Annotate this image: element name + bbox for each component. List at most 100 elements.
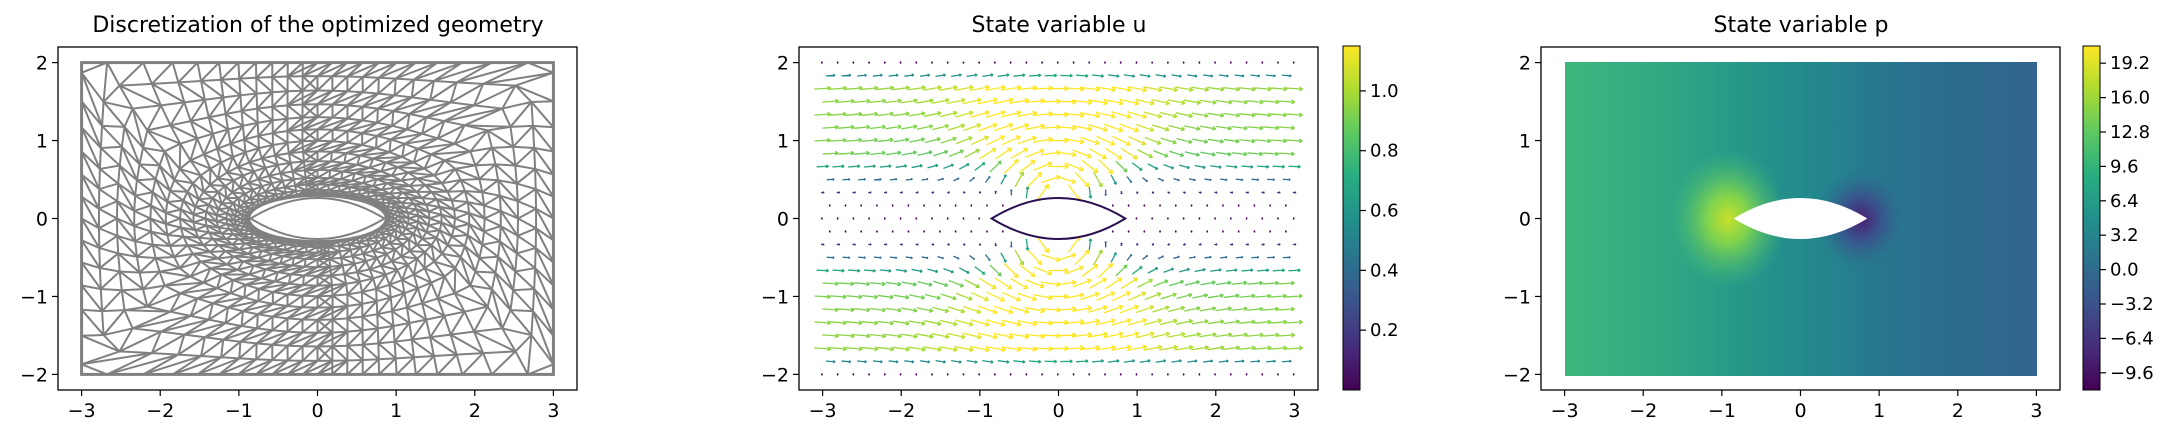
velocity-arrow [921,256,929,260]
mesh-edge [194,205,207,213]
mesh-edge [407,257,418,266]
mesh-edge [446,191,453,201]
mesh-edge [118,327,134,352]
velocity-arrow [1239,138,1256,144]
mesh-edge [212,296,245,305]
mesh-edge [272,315,288,320]
mesh-edge [451,234,468,238]
mesh-edge [412,357,417,375]
velocity-arrow [885,124,902,130]
mesh-edge [329,266,332,276]
velocity-arrow [997,73,1010,77]
mesh-edge [286,104,304,119]
mesh-edge [272,329,288,333]
mesh-edge [362,244,371,255]
mesh-edge [395,61,417,80]
mesh-edge [80,174,100,210]
mesh-edge [243,284,247,298]
mesh-edge [134,240,153,246]
mesh-edge [515,183,519,202]
velocity-arrow [841,73,852,77]
velocity-arrow [1234,359,1245,363]
mesh-edge [220,78,242,97]
mesh-edge [257,291,274,302]
mesh-edge [331,61,348,77]
velocity-arrow [908,85,926,91]
velocity-arrow [1229,191,1234,194]
mesh-edge [142,284,165,291]
y-tick-label: 2 [777,53,789,75]
velocity-arrow [1207,345,1225,351]
mesh-edge [424,183,448,193]
mesh-edge [406,264,415,276]
mesh-edge [150,204,167,214]
mesh-edge [170,189,188,193]
velocity-arrow [1167,331,1186,338]
mesh-edge [200,80,224,99]
mesh-edge [347,117,363,122]
velocity-arrow [1184,306,1201,312]
mesh-edge [209,184,219,193]
mesh-edge [230,138,245,145]
x-tick-label: 3 [2030,400,2042,422]
mesh-edge [99,267,120,273]
mesh-edge [405,206,417,211]
mesh-edge [99,288,104,312]
mesh-edge [149,205,152,219]
velocity-arrow [953,255,960,260]
mesh-edge [401,264,409,281]
velocity-arrow [868,217,871,220]
mesh-edge [433,79,457,84]
velocity-arrow [915,191,919,194]
mesh-edge [271,344,289,361]
mesh-edge [200,78,222,82]
mesh-edge [116,183,120,202]
mesh-edge [166,234,172,247]
mesh-edge [375,257,383,267]
mesh-edge [453,201,469,211]
mesh-edge [193,221,207,227]
velocity-arrow [1144,292,1162,301]
mesh-edge [343,274,348,284]
mesh-edge [509,126,515,147]
mesh-edge [98,207,118,220]
velocity-arrow [1222,204,1224,207]
mesh-edge [245,280,276,286]
velocity-arrow [1076,73,1089,78]
mesh-edge [391,306,408,313]
mesh-edge [515,84,554,103]
mesh-edge [179,218,182,228]
mesh-edge [463,245,477,272]
mesh-edge [346,359,364,376]
velocity-arrow [829,346,847,352]
velocity-arrow [1182,191,1186,194]
velocity-arrow [1056,279,1077,286]
mesh-edge [380,161,387,172]
mesh-edge [208,112,226,119]
mesh-edge [190,275,205,284]
mesh-edge [463,311,475,333]
velocity-arrow [1262,151,1280,157]
mesh-edge [409,250,426,254]
velocity-arrow [1127,111,1148,119]
mesh-edge [372,273,387,280]
mesh-edge [377,325,395,345]
mesh-edge [224,113,230,130]
velocity-arrow [1127,230,1130,233]
velocity-arrow [852,61,855,64]
velocity-arrow [1207,319,1225,325]
mesh-edge [81,195,100,210]
mesh-edge [425,198,437,206]
mesh-edge [375,138,392,149]
velocity-arrow [1123,359,1136,363]
mesh-edge [473,84,516,107]
mesh-edge [404,142,419,150]
mesh-edge [450,330,475,336]
mesh-edge [221,232,234,236]
colorbar-tick-label: 3.2 [2110,225,2139,246]
velocity-arrow [1080,318,1101,325]
mesh-edge [118,252,138,258]
mesh-edge [375,147,390,154]
mesh-edge [533,147,554,153]
mesh-edge [428,205,441,213]
